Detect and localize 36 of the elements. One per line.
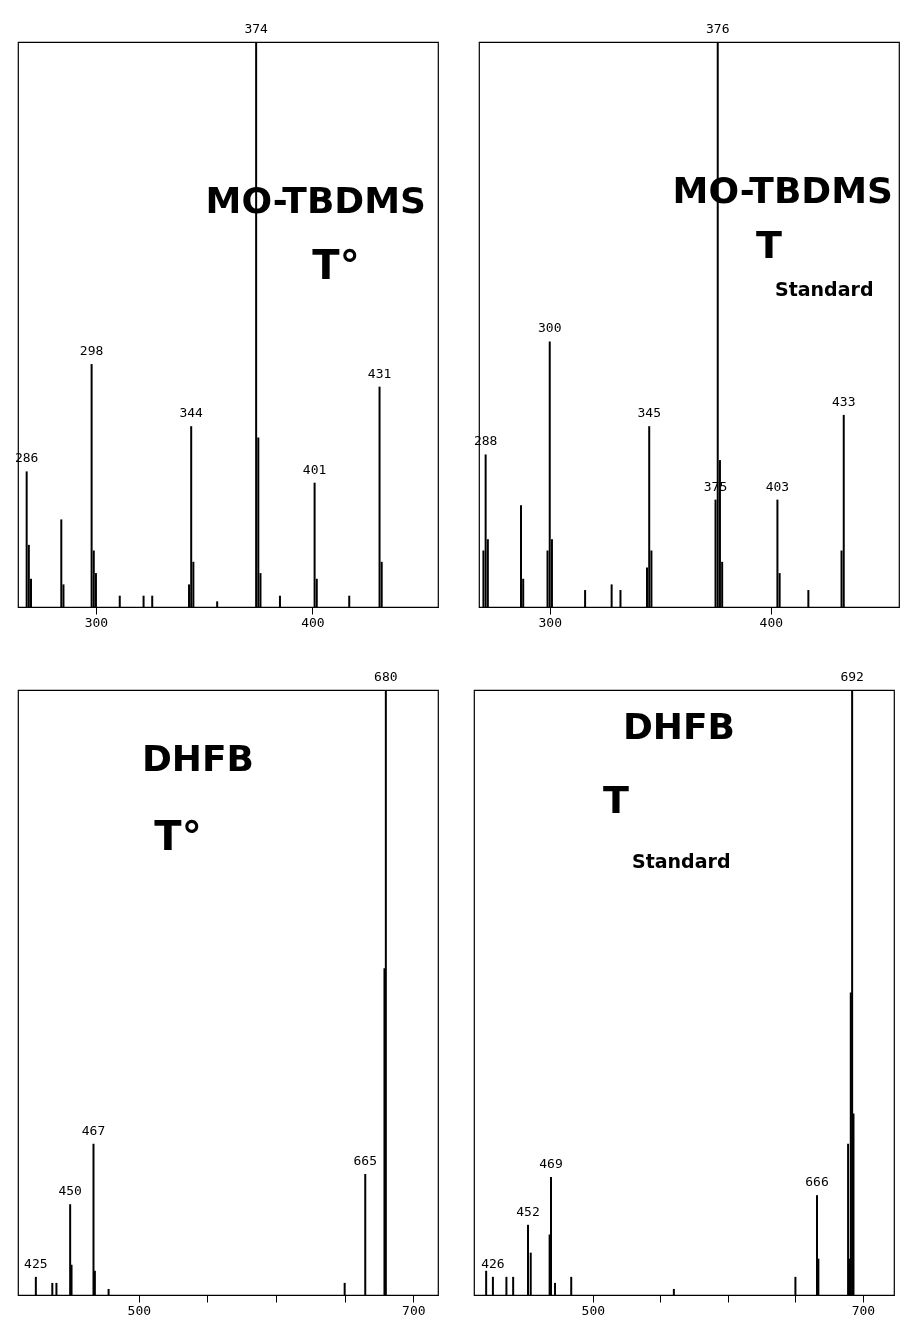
annotation: 469 [539,1156,563,1172]
x-tick-label: 500 [127,1302,152,1318]
annotation: Standard [632,850,731,872]
annotation: T [603,778,630,822]
annotation: 345 [637,405,661,421]
annotation: 425 [24,1255,48,1271]
x-tick-label: 300 [84,614,109,630]
x-tick-label: 400 [301,614,325,630]
annotation: 403 [765,478,790,494]
annotation: 680 [374,669,398,684]
annotation: 401 [302,461,327,477]
annotation: 376 [705,21,730,36]
annotation: 300 [537,320,562,336]
annotation: 452 [516,1203,540,1219]
annotation: 467 [81,1122,106,1138]
annotation: T° [154,813,202,859]
annotation: T [756,223,783,267]
annotation: 692 [840,669,864,684]
annotation: 433 [831,393,856,409]
annotation: 431 [367,365,392,381]
x-tick-label: 400 [759,614,784,630]
annotation: T° [312,242,360,288]
annotation: 666 [805,1174,829,1190]
annotation: 374 [244,21,269,36]
text: DHFB [622,706,736,747]
annotation: 665 [353,1153,377,1168]
x-tick-label: 500 [581,1302,606,1318]
annotation: 426 [481,1255,505,1271]
text: DHFB [141,738,255,779]
annotation: Standard [775,278,874,300]
x-tick-label: 700 [851,1302,876,1318]
annotation: 298 [79,343,104,359]
x-tick-label: 700 [402,1302,426,1318]
x-tick-label: 300 [538,614,562,630]
annotation: 450 [58,1183,82,1199]
annotation: 344 [179,405,204,421]
